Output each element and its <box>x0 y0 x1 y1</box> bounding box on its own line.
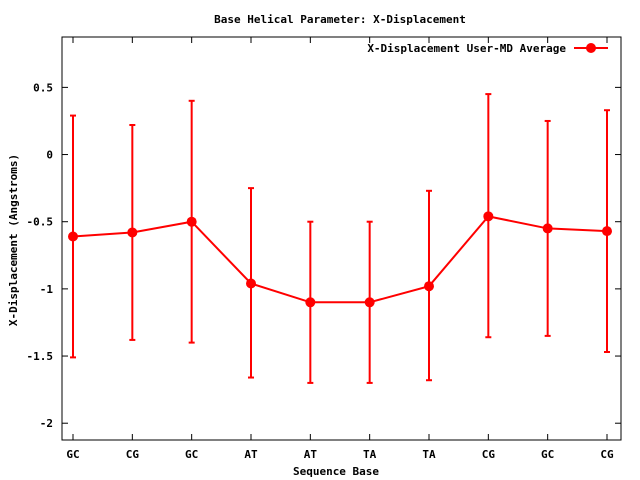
data-point <box>186 216 197 227</box>
data-point <box>602 226 612 237</box>
legend-label: X-Displacement User-MD Average <box>367 42 566 55</box>
x-axis: GC CG GC AT AT TA TA CG GC CG <box>66 37 614 461</box>
x-tick-label: TA <box>363 448 377 461</box>
y-tick-label: -0.5 <box>27 216 54 229</box>
x-tick-label: CG <box>126 448 140 461</box>
y-axis-label: X-Displacement (Angstroms) <box>7 154 20 326</box>
data-point <box>483 211 494 222</box>
y-tick-label: -2 <box>40 417 53 430</box>
x-axis-label: Sequence Base <box>293 465 379 478</box>
x-tick-label: GC <box>66 448 79 461</box>
data-point <box>127 227 138 238</box>
data-point <box>246 278 256 289</box>
data-point <box>68 231 78 242</box>
legend-marker <box>586 43 596 53</box>
y-tick-label: -1 <box>40 283 54 296</box>
data-point <box>305 297 316 308</box>
data-point <box>542 223 553 234</box>
plot-frame <box>61 36 622 441</box>
series-layer <box>68 93 612 384</box>
x-tick-label: AT <box>244 448 258 461</box>
data-point <box>424 281 434 292</box>
y-tick-label: -1.5 <box>27 350 54 363</box>
series-line <box>72 215 608 304</box>
legend: X-Displacement User-MD Average <box>367 42 608 55</box>
x-tick-label: AT <box>304 448 318 461</box>
y-axis: 0.5 0 -0.5 -1 -1.5 -2 <box>27 81 621 430</box>
x-tick-label: GC <box>541 448 554 461</box>
x-tick-label: GC <box>185 448 198 461</box>
y-tick-label: 0.5 <box>33 81 53 94</box>
chart-title: Base Helical Parameter: X-Displacement <box>214 13 466 26</box>
y-tick-label: 0 <box>46 149 53 162</box>
x-tick-label: CG <box>600 448 614 461</box>
x-tick-label: TA <box>422 448 436 461</box>
data-point <box>364 297 375 308</box>
x-tick-label: CG <box>482 448 496 461</box>
